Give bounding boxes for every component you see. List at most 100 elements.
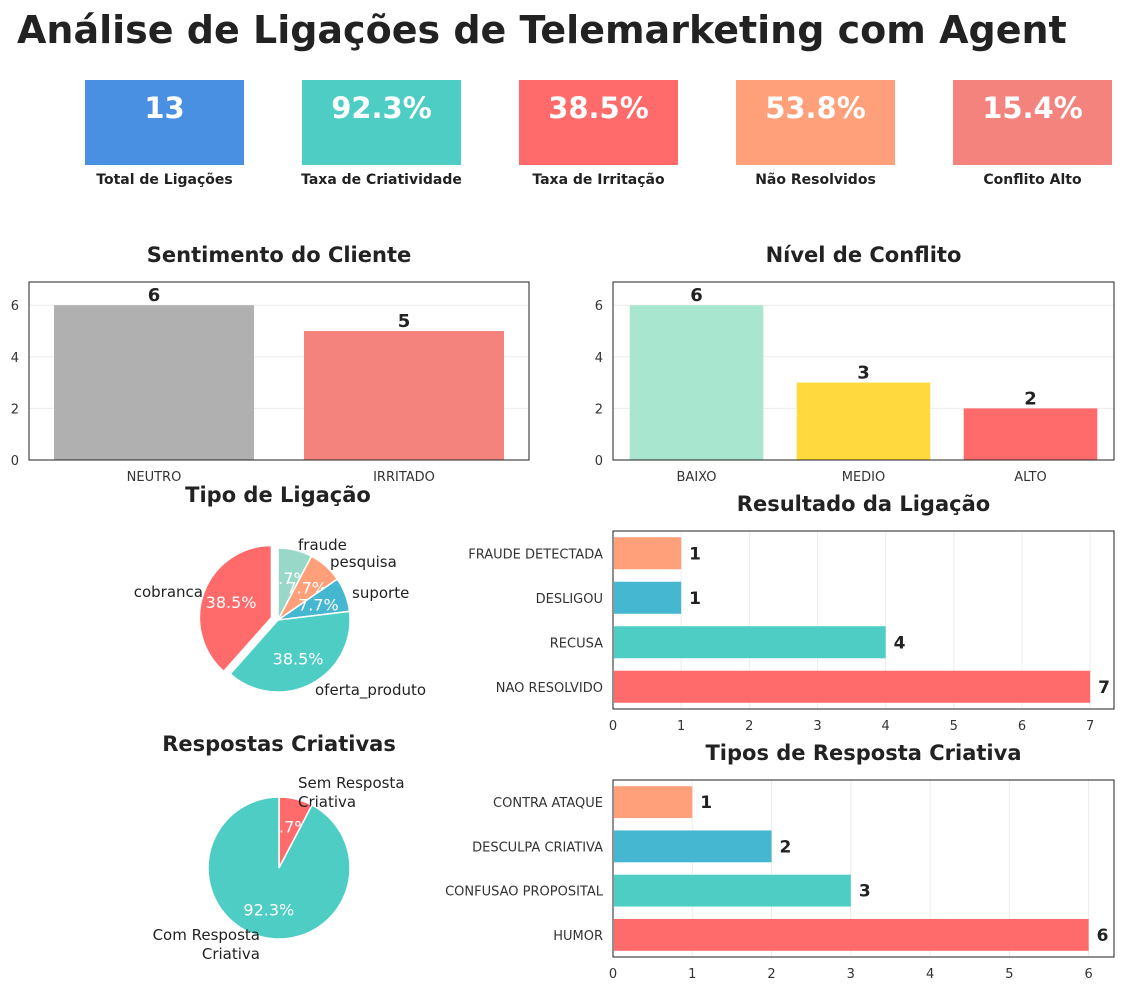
slice-label-line: Sem Resposta bbox=[298, 774, 405, 792]
kpi-card bbox=[736, 80, 895, 165]
data-label: 3 bbox=[857, 363, 870, 384]
y-tick-label: 4 bbox=[11, 351, 19, 366]
y-tick-label: 0 bbox=[11, 454, 19, 469]
kpi-card bbox=[302, 80, 461, 165]
x-tick-label: 1 bbox=[677, 719, 685, 734]
pie-slice bbox=[207, 796, 351, 940]
axes-frame bbox=[612, 779, 1115, 958]
kpi-label: Total de Ligações bbox=[96, 172, 232, 188]
x-tick-label: MEDIO bbox=[842, 470, 886, 485]
x-tick-label: IRRITADO bbox=[373, 470, 435, 485]
data-label: 1 bbox=[700, 793, 712, 813]
kpi-value: 53.8% bbox=[765, 91, 866, 125]
x-tick-label: 0 bbox=[609, 719, 617, 734]
y-tick-label: FRAUDE DETECTADA bbox=[468, 547, 603, 562]
chart-title: Resultado da Ligação bbox=[737, 492, 990, 516]
kpi-label: Taxa de Criatividade bbox=[301, 172, 462, 188]
axes-frame bbox=[612, 281, 1115, 461]
x-tick-label: 4 bbox=[882, 719, 890, 734]
x-tick-label: 5 bbox=[1005, 967, 1013, 982]
slice-label-line: Criativa bbox=[298, 793, 356, 811]
axes-frame bbox=[612, 530, 1115, 710]
slice-label: pesquisa bbox=[330, 553, 397, 571]
x-tick-label: NEUTRO bbox=[127, 470, 182, 485]
x-tick-label: ALTO bbox=[1014, 470, 1047, 485]
bar bbox=[614, 670, 1091, 703]
kpi-label: Taxa de Irritação bbox=[532, 172, 665, 188]
kpi-value: 38.5% bbox=[548, 91, 649, 125]
kpi-label: Conflito Alto bbox=[983, 172, 1082, 188]
page-title: Análise de Ligações de Telemarketing com… bbox=[17, 8, 1067, 52]
pct-label: 38.5% bbox=[206, 593, 257, 612]
x-tick-label: 3 bbox=[813, 719, 821, 734]
data-label: 5 bbox=[398, 311, 411, 332]
bar bbox=[629, 305, 764, 460]
y-tick-label: 6 bbox=[595, 299, 603, 314]
kpi-value: 13 bbox=[144, 91, 184, 125]
y-tick-label: CONTRA ATAQUE bbox=[493, 796, 603, 811]
slice-label: Com Resposta Criativa bbox=[153, 926, 260, 963]
x-tick-label: 2 bbox=[745, 719, 753, 734]
x-tick-label: 1 bbox=[688, 967, 696, 982]
y-tick-label: DESCULPA CRIATIVA bbox=[472, 840, 603, 855]
x-tick-label: 2 bbox=[767, 967, 775, 982]
data-label: 6 bbox=[148, 285, 161, 306]
bar bbox=[796, 382, 931, 460]
y-tick-label: RECUSA bbox=[550, 636, 603, 651]
pct-label: 7.7% bbox=[298, 596, 339, 615]
bar bbox=[963, 408, 1098, 460]
x-tick-label: 7 bbox=[1086, 719, 1094, 734]
slice-label: fraude bbox=[298, 536, 347, 554]
data-label: 1 bbox=[689, 589, 701, 609]
bar bbox=[304, 331, 504, 460]
y-tick-label: HUMOR bbox=[553, 929, 603, 944]
x-tick-label: 6 bbox=[1084, 967, 1092, 982]
bar bbox=[54, 305, 254, 460]
x-tick-label: 4 bbox=[926, 967, 934, 982]
data-label: 3 bbox=[859, 882, 871, 902]
chart-title: Tipo de Ligação bbox=[185, 483, 371, 507]
y-tick-label: 2 bbox=[11, 402, 19, 417]
bar bbox=[614, 537, 682, 570]
data-label: 6 bbox=[690, 285, 703, 306]
x-tick-label: 6 bbox=[1018, 719, 1026, 734]
data-label: 1 bbox=[689, 544, 701, 564]
x-tick-label: 3 bbox=[847, 967, 855, 982]
data-label: 2 bbox=[1024, 388, 1037, 409]
x-tick-label: 5 bbox=[950, 719, 958, 734]
x-tick-label: BAIXO bbox=[677, 470, 717, 485]
bar bbox=[614, 918, 1089, 951]
slice-label-line: Criativa bbox=[202, 945, 260, 963]
y-tick-label: 0 bbox=[595, 454, 603, 469]
bar bbox=[614, 830, 772, 863]
y-tick-label: 6 bbox=[11, 299, 19, 314]
bar bbox=[614, 581, 682, 614]
kpi-value: 92.3% bbox=[331, 91, 432, 125]
kpi-value: 15.4% bbox=[982, 91, 1083, 125]
pie-slice bbox=[229, 610, 351, 693]
slice-label: suporte bbox=[352, 584, 409, 602]
data-label: 6 bbox=[1097, 926, 1109, 946]
pie-slice bbox=[198, 544, 273, 673]
bar bbox=[614, 874, 851, 907]
data-label: 7 bbox=[1098, 678, 1110, 698]
slice-label: oferta_produto bbox=[315, 681, 426, 700]
y-tick-label: 4 bbox=[595, 351, 603, 366]
pct-label: 38.5% bbox=[273, 649, 324, 668]
axes-frame bbox=[28, 281, 530, 461]
x-tick-label: 0 bbox=[609, 967, 617, 982]
chart-title: Respostas Criativas bbox=[162, 732, 396, 756]
chart-title: Nível de Conflito bbox=[766, 243, 962, 267]
data-label: 2 bbox=[780, 837, 792, 857]
bar bbox=[614, 626, 886, 659]
chart-title: Sentimento do Cliente bbox=[147, 243, 411, 267]
kpi-card bbox=[519, 80, 678, 165]
pct-label: 92.3% bbox=[243, 900, 294, 919]
slice-label-line: Com Resposta bbox=[153, 926, 260, 944]
chart-title: Tipos de Resposta Criativa bbox=[705, 741, 1021, 765]
data-label: 4 bbox=[894, 633, 906, 653]
slice-label: cobranca bbox=[134, 583, 203, 601]
y-tick-label: 2 bbox=[595, 402, 603, 417]
kpi-card bbox=[953, 80, 1112, 165]
